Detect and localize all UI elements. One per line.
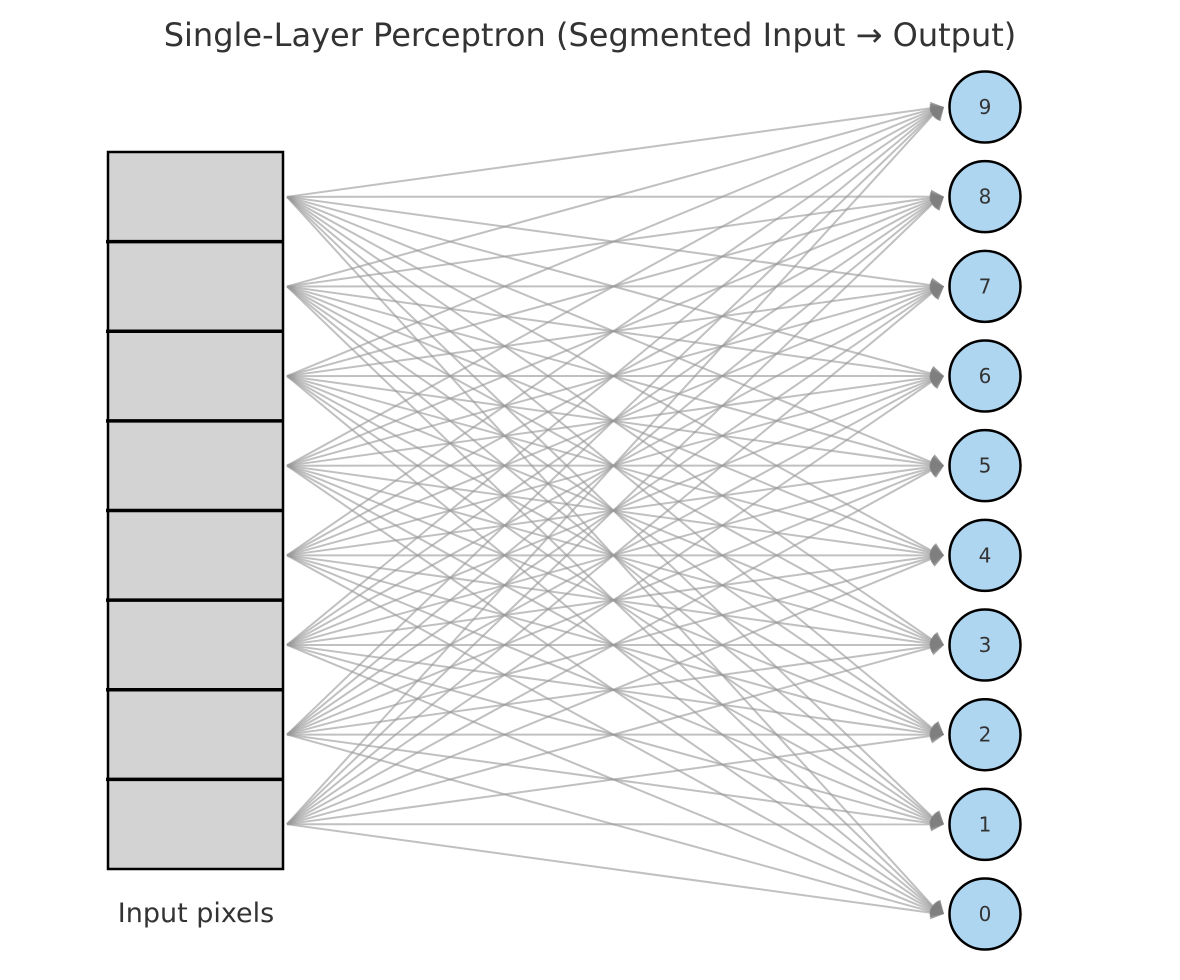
connection-segment-3-to-node-9	[286, 106, 941, 377]
connection-segment-8-to-node-2	[286, 733, 941, 826]
output-node-label: 7	[979, 274, 992, 298]
connection-segment-8-to-node-6	[286, 375, 941, 826]
output-node-circle	[948, 877, 1022, 951]
connection-segment-8-to-node-5	[286, 464, 941, 826]
output-node-1: 1	[948, 787, 1022, 862]
arrowhead	[929, 376, 944, 390]
input-segment-5	[108, 510, 283, 601]
arrowhead	[929, 641, 944, 656]
input-segment-8	[108, 779, 283, 869]
output-node-circle	[948, 608, 1022, 682]
connection-segment-8-to-node-8	[286, 195, 941, 825]
input-segment-3	[108, 331, 283, 421]
connection-segment-8-to-node-4	[286, 554, 941, 826]
arrowhead	[929, 286, 944, 300]
output-node-label: 6	[979, 364, 992, 388]
input-segment-7	[108, 689, 283, 780]
output-node-5: 5	[948, 428, 1022, 503]
output-node-circle	[948, 249, 1022, 324]
output-node-label: 0	[979, 902, 992, 926]
connection-segment-1-to-node-9	[286, 106, 941, 198]
output-node-label: 1	[979, 812, 992, 836]
output-node-circle	[948, 428, 1022, 503]
arrowhead	[930, 817, 944, 832]
output-node-label: 5	[979, 454, 992, 478]
arrowhead	[930, 905, 944, 920]
connection-segment-8-to-node-3	[286, 644, 941, 826]
input-segment-4	[108, 420, 283, 511]
output-node-3: 3	[948, 608, 1022, 682]
connection-segment-5-to-node-9	[286, 106, 941, 557]
connection-segment-8-to-node-7	[286, 285, 941, 825]
input-segment-1	[108, 152, 283, 242]
output-node-label: 9	[979, 95, 992, 119]
arrowhead	[929, 553, 944, 567]
output-node-0: 0	[948, 877, 1022, 951]
output-node-2: 2	[948, 697, 1022, 772]
output-node-8: 8	[948, 159, 1022, 234]
arrowheads-layer	[929, 101, 944, 920]
output-node-circle	[948, 787, 1022, 862]
connection-segment-8-to-node-0	[286, 823, 941, 916]
diagram-title: Single-Layer Perceptron (Segmented Input…	[164, 16, 1017, 54]
output-node-9: 9	[948, 70, 1022, 144]
arrowhead	[930, 107, 944, 122]
connection-segment-6-to-node-9	[286, 106, 941, 646]
arrowhead	[929, 196, 944, 211]
connection-segment-2-to-node-9	[286, 106, 941, 288]
arrowhead	[930, 729, 944, 744]
output-node-4: 4	[948, 518, 1022, 593]
input-segment-2	[108, 241, 283, 332]
output-node-circle	[948, 159, 1022, 234]
output-node-circle	[948, 518, 1022, 593]
input-block-border	[106, 150, 285, 871]
output-layer: 9 8 7 6 5 4 3 2 1 0	[948, 70, 1022, 951]
connections-layer	[286, 106, 941, 916]
connection-segment-8-to-node-9	[286, 106, 941, 825]
output-node-7: 7	[948, 249, 1022, 324]
output-node-circle	[948, 697, 1022, 772]
output-node-label: 2	[979, 723, 992, 747]
output-node-label: 8	[979, 185, 992, 209]
input-segment-6	[108, 600, 283, 690]
input-block-label: Input pixels	[118, 898, 274, 929]
output-node-label: 4	[979, 543, 992, 567]
connection-segment-4-to-node-9	[286, 106, 941, 467]
output-node-circle	[948, 70, 1022, 144]
connection-segment-7-to-node-9	[286, 106, 941, 736]
output-node-6: 6	[948, 339, 1022, 413]
output-node-label: 3	[979, 633, 992, 657]
output-node-circle	[948, 339, 1022, 413]
arrowhead	[929, 465, 944, 479]
input-block	[106, 150, 285, 871]
